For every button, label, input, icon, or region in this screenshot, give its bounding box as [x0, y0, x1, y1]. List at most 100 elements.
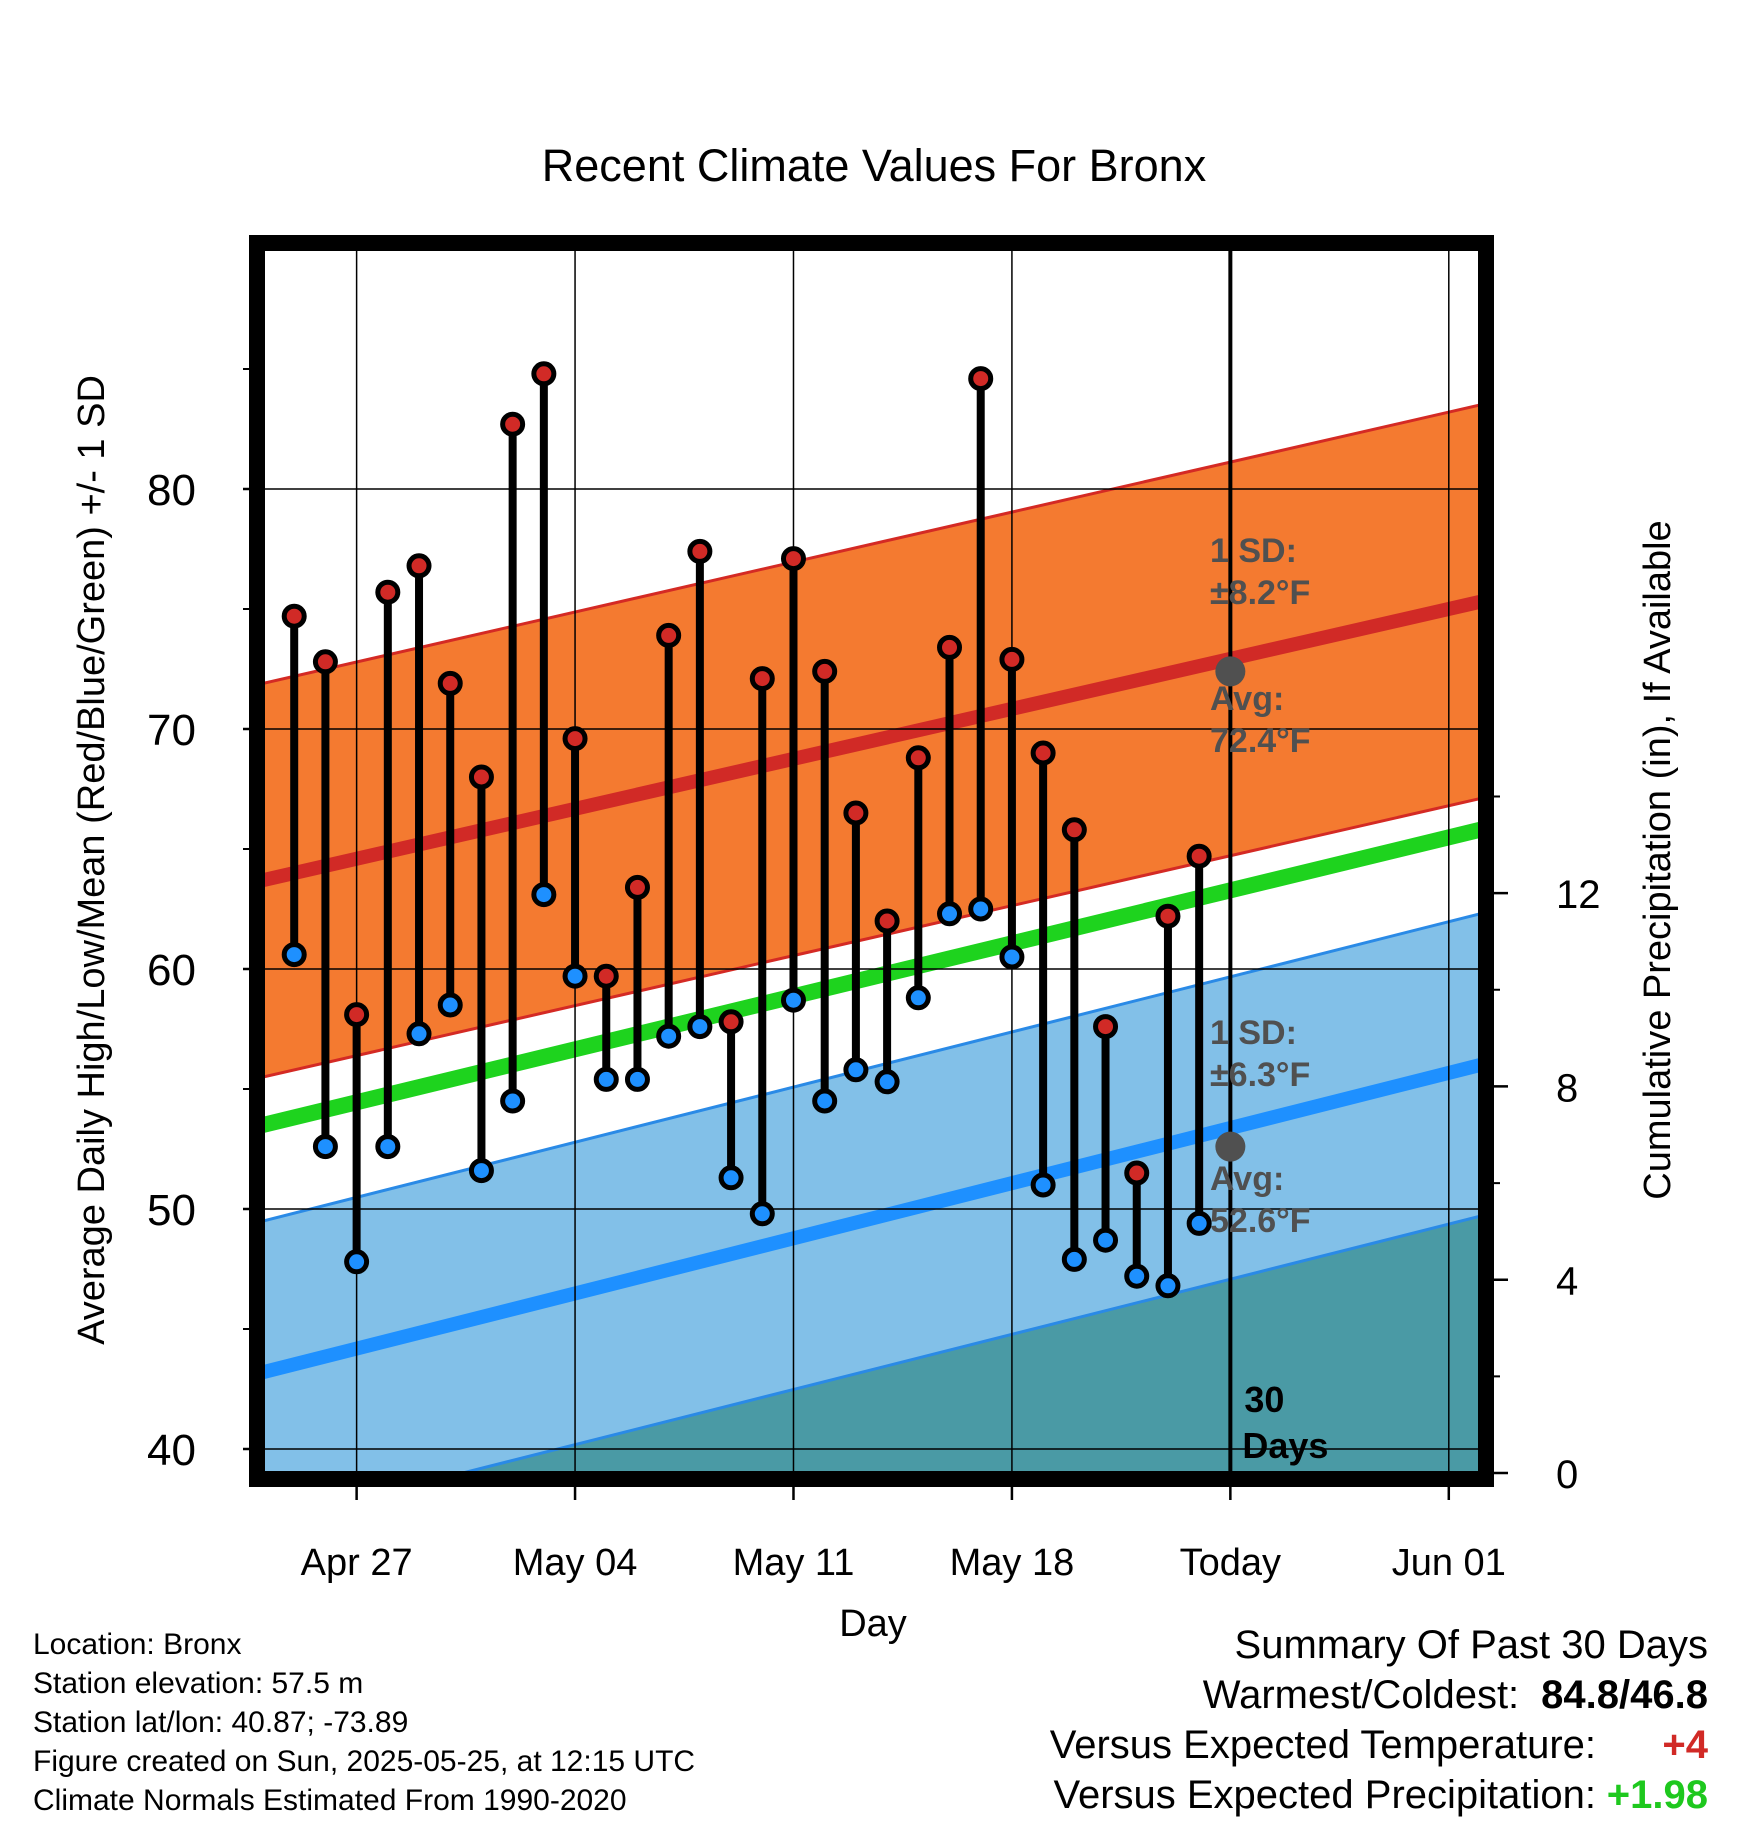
normal-mean-line: [263, 822, 1480, 1133]
normal-low-line: [263, 1058, 1480, 1379]
high-sd-annotation-line-2: ±8.2°F: [1210, 574, 1310, 612]
x-tick-label-today: Today: [1180, 1542, 1281, 1584]
high-avg-annotation-line-2: 72.4°F: [1210, 722, 1311, 760]
high-point-2025-05-13: [843, 800, 869, 826]
low-sd-annotation-line-2: ±6.3°F: [1210, 1056, 1310, 1094]
low-sd-band-upper-edge: [263, 912, 1480, 1223]
high-point-2025-05-12: [812, 658, 838, 684]
low-point-2025-04-25: [281, 942, 307, 968]
high-sd-annotation-line-1: 1 SD:: [1210, 532, 1297, 570]
low-point-2025-05-14: [874, 1069, 900, 1095]
warm-cold-label: Warmest/Coldest:: [1202, 1673, 1520, 1717]
warm-cold-value: 84.8/46.8: [1541, 1673, 1708, 1717]
low-point-2025-04-26: [312, 1134, 338, 1160]
created-text: Figure created on Sun, 2025-05-25, at 12…: [33, 1745, 696, 1778]
low-point-2025-04-29: [406, 1021, 432, 1047]
high-point-2025-05-10: [749, 666, 775, 692]
y-left-tick-label-70: 70: [147, 706, 196, 755]
high-point-2025-05-23: [1155, 903, 1181, 929]
low-point-2025-05-16: [937, 901, 963, 927]
high-sd-band-lower-edge: [263, 797, 1480, 1079]
today-days-label-1: 30: [1244, 1379, 1284, 1420]
high-point-2025-04-29: [406, 553, 432, 579]
precip-label: Versus Expected Precipitation:: [1053, 1773, 1596, 1817]
high-point-2025-05-03: [531, 361, 557, 387]
low-point-2025-05-03: [531, 882, 557, 908]
y-right-tick-label-4: 4: [1556, 1260, 1578, 1304]
x-tick-label-apr-27: Apr 27: [301, 1542, 413, 1584]
x-tick-label-may-11: May 11: [733, 1542, 855, 1584]
high-point-2025-05-08: [687, 538, 713, 564]
plot-frame: [249, 235, 1494, 1487]
summary-precip: Versus Expected Precipitation: +1.98: [1050, 1770, 1708, 1820]
low-sd-annotation-line-1: 1 SD:: [1210, 1014, 1297, 1052]
high-point-2025-05-11: [780, 546, 806, 572]
high-point-2025-05-17: [968, 366, 994, 392]
y-axis-right-label: Cumulative Precipitation (in), If Availa…: [1637, 520, 1679, 1199]
temp-value: +4: [1662, 1723, 1708, 1767]
high-point-2025-05-01: [468, 764, 494, 790]
summary-warm-cold: Warmest/Coldest: 84.8/46.8: [1050, 1670, 1708, 1720]
elevation-text: Station elevation: 57.5 m: [33, 1667, 364, 1700]
high-point-2025-05-18: [999, 646, 1025, 672]
high-sd-band-upper-edge: [263, 403, 1480, 685]
low-sd-band: [263, 913, 1480, 1473]
low-point-2025-05-11: [780, 987, 806, 1013]
avg-low-marker: [1215, 1131, 1246, 1162]
high-point-2025-05-02: [500, 411, 526, 437]
y-right-tick-label-0: 0: [1556, 1453, 1578, 1497]
y-left-tick-label-60: 60: [147, 946, 196, 995]
summary-title: Summary Of Past 30 Days: [1234, 1623, 1708, 1667]
low-avg-annotation-line-1: Avg:: [1210, 1160, 1284, 1198]
low-point-2025-05-13: [843, 1057, 869, 1083]
low-point-2025-05-09: [718, 1165, 744, 1191]
low-point-2025-05-19: [1030, 1172, 1056, 1198]
low-point-2025-05-24: [1186, 1210, 1212, 1236]
normal-high-line: [263, 594, 1480, 888]
latlon-text: Station lat/lon: 40.87; -73.89: [33, 1706, 409, 1739]
low-point-2025-05-01: [468, 1158, 494, 1184]
high-point-2025-04-27: [344, 1002, 370, 1028]
high-point-2025-05-09: [718, 1009, 744, 1035]
low-point-2025-05-15: [905, 985, 931, 1011]
low-point-2025-05-06: [624, 1066, 650, 1092]
low-point-2025-05-18: [999, 944, 1025, 970]
low-point-2025-05-05: [593, 1066, 619, 1092]
low-point-2025-05-07: [656, 1023, 682, 1049]
low-point-2025-05-10: [749, 1201, 775, 1227]
high-point-2025-05-16: [937, 634, 963, 660]
x-axis-label: Day: [839, 1603, 907, 1645]
low-point-2025-04-28: [375, 1134, 401, 1160]
low-avg-annotation-line-2: 52.6°F: [1210, 1202, 1311, 1240]
precip-value: +1.98: [1606, 1773, 1708, 1817]
high-point-2025-05-06: [624, 874, 650, 900]
high-point-2025-04-30: [437, 670, 463, 696]
summary-temp: Versus Expected Temperature: +4: [1050, 1720, 1708, 1770]
high-point-2025-05-14: [874, 908, 900, 934]
y-right-tick-label-8: 8: [1556, 1066, 1578, 1110]
low-point-2025-05-02: [500, 1088, 526, 1114]
normals-text: Climate Normals Estimated From 1990-2020: [33, 1784, 627, 1817]
temp-label: Versus Expected Temperature:: [1049, 1723, 1596, 1767]
high-point-2025-05-04: [562, 726, 588, 752]
x-tick-label-may-04: May 04: [513, 1542, 638, 1584]
low-point-2025-05-04: [562, 963, 588, 989]
low-point-2025-05-17: [968, 896, 994, 922]
high-point-2025-05-19: [1030, 740, 1056, 766]
high-point-2025-05-07: [656, 622, 682, 648]
high-point-2025-05-05: [593, 963, 619, 989]
high-avg-annotation-line-1: Avg:: [1210, 680, 1284, 718]
low-point-2025-05-21: [1093, 1227, 1119, 1253]
low-point-2025-05-22: [1124, 1263, 1150, 1289]
station-info: Location: Bronx Station elevation: 57.5 …: [33, 1625, 695, 1820]
high-point-2025-05-22: [1124, 1160, 1150, 1186]
today-days-label-2: Days: [1242, 1425, 1328, 1466]
y-axis-left-label: Average Daily High/Low/Mean (Red/Blue/Gr…: [71, 375, 113, 1345]
y-right-tick-label-12: 12: [1556, 873, 1601, 917]
low-point-2025-05-20: [1061, 1246, 1087, 1272]
high-point-2025-04-25: [281, 603, 307, 629]
y-left-tick-label-50: 50: [147, 1186, 196, 1235]
low-point-2025-04-27: [344, 1249, 370, 1275]
low-point-2025-04-30: [437, 992, 463, 1018]
